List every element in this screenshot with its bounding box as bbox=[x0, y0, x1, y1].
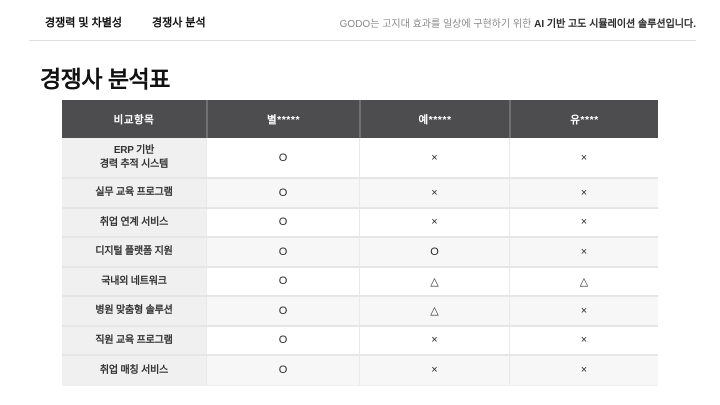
cell-value: △ bbox=[509, 267, 658, 295]
cell-value: × bbox=[359, 356, 509, 385]
cell-value: O bbox=[206, 238, 359, 266]
table-row: 디지털 플랫폼 지원 O O × bbox=[62, 238, 658, 268]
topbar-divider bbox=[29, 40, 696, 41]
table-header-company-2: 예***** bbox=[359, 100, 509, 138]
table-row: 병원 맞춤형 솔루션 O △ × bbox=[62, 297, 658, 327]
page-title: 경쟁사 분석표 bbox=[40, 66, 170, 92]
topbar: 경쟁력 및 차별성 경쟁사 분석 GODO는 고지대 효과를 일상에 구현하기 … bbox=[0, 0, 720, 41]
tab-competitiveness[interactable]: 경쟁력 및 차별성 bbox=[45, 17, 122, 29]
cell-value: × bbox=[359, 138, 509, 177]
cell-value: × bbox=[509, 356, 658, 385]
table-header-company-1: 별***** bbox=[206, 100, 359, 138]
cell-value: × bbox=[509, 297, 658, 325]
table-header-company-3: 유**** bbox=[509, 100, 658, 138]
topbar-description-normal: GODO는 고지대 효과를 일상에 구현하기 위한 bbox=[339, 19, 535, 30]
cell-value: △ bbox=[359, 297, 509, 325]
cell-value: O bbox=[206, 267, 359, 295]
table-row: 취업 매칭 서비스 O × × bbox=[62, 356, 658, 386]
cell-value: O bbox=[206, 138, 359, 177]
cell-value: × bbox=[509, 326, 658, 354]
table-row: 실무 교육 프로그램 O × × bbox=[62, 179, 658, 209]
cell-value: × bbox=[509, 138, 658, 177]
cell-value: O bbox=[206, 208, 359, 236]
table-header-comparison-items: 비교항목 bbox=[113, 113, 155, 126]
cell-value: O bbox=[206, 297, 359, 325]
cell-value: △ bbox=[359, 267, 509, 295]
row-label: 실무 교육 프로그램 bbox=[62, 179, 206, 207]
cell-value: O bbox=[206, 179, 359, 207]
row-label: 병원 맞춤형 솔루션 bbox=[62, 297, 206, 325]
table-row: ERP 기반 경력 추적 시스템 O × × bbox=[62, 138, 658, 179]
table-row: 취업 연계 서비스 O × × bbox=[62, 208, 658, 238]
cell-value: O bbox=[206, 326, 359, 354]
row-label: ERP 기반 경력 추적 시스템 bbox=[62, 138, 206, 177]
cell-value: × bbox=[509, 238, 658, 266]
table-row: 국내외 네트워크 O △ △ bbox=[62, 267, 658, 297]
table-row: 직원 교육 프로그램 O × × bbox=[62, 326, 658, 356]
row-label: 국내외 네트워크 bbox=[62, 267, 206, 295]
row-label: 직원 교육 프로그램 bbox=[62, 326, 206, 354]
row-label: 디지털 플랫폼 지원 bbox=[62, 238, 206, 266]
topbar-description-bold: AI 기반 고도 시뮬레이션 솔루션입니다. bbox=[534, 19, 696, 30]
row-label: 취업 매칭 서비스 bbox=[62, 356, 206, 385]
tab-competitor-analysis[interactable]: 경쟁사 분석 bbox=[151, 17, 206, 29]
top-navigation: 경쟁력 및 차별성 경쟁사 분석 bbox=[45, 14, 206, 30]
cell-value: × bbox=[509, 179, 658, 207]
cell-value: × bbox=[509, 208, 658, 236]
cell-value: O bbox=[206, 356, 359, 385]
table-body: ERP 기반 경력 추적 시스템 O × × 실무 교육 프로그램 O × × 취업 연계 서비… bbox=[62, 138, 658, 386]
cell-value: × bbox=[359, 326, 509, 354]
cell-value: × bbox=[359, 179, 509, 207]
table-header-row: 비교항목 별***** 예***** 유**** bbox=[62, 100, 658, 138]
cell-value: O bbox=[359, 238, 509, 266]
row-label: 취업 연계 서비스 bbox=[62, 208, 206, 236]
topbar-description: GODO는 고지대 효과를 일상에 구현하기 위한 AI 기반 고도 시뮬레이션… bbox=[340, 15, 696, 30]
cell-value: × bbox=[359, 208, 509, 236]
comparison-table: 비교항목 별***** 예***** 유**** ERP 기반 경력 추적 시스… bbox=[62, 100, 658, 386]
